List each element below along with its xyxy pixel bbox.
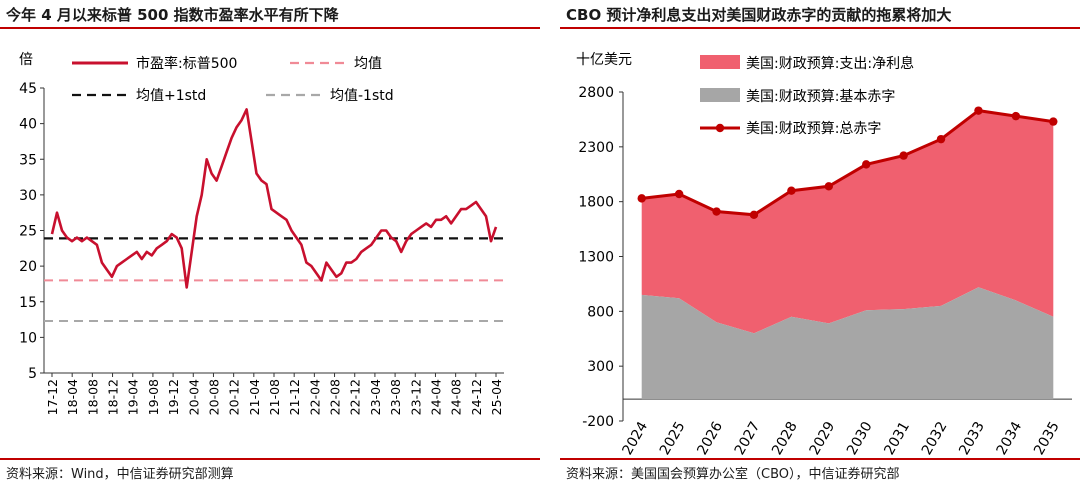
legend-net-interest-label: 美国:财政预算:支出:净利息 <box>746 55 914 72</box>
total-deficit-point <box>749 210 759 220</box>
y-tick-label: 300 <box>587 359 614 375</box>
right-title-rule <box>560 27 1080 29</box>
x-tick-label: 24-08 <box>449 379 464 415</box>
total-deficit-point <box>974 106 983 115</box>
y-axis-label: 十亿美元 <box>576 52 632 68</box>
total-deficit-point <box>899 151 908 160</box>
primary-deficit-area <box>641 287 1054 400</box>
x-tick-label: 24-12 <box>469 379 484 415</box>
right-chart-source: 资料来源：美国国会预算办公室（CBO），中信证券研究部 <box>566 467 900 482</box>
right-chart-panel: CBO 预计净利息支出对美国财政赤字的贡献的拖累将加大 十亿美元 -200 300 8… <box>560 0 1080 488</box>
y-tick-label: 1300 <box>578 250 614 266</box>
y-tick-label: 20 <box>19 259 37 275</box>
x-tick-label: 24-04 <box>428 379 443 415</box>
y-tick-label: 800 <box>587 304 614 320</box>
x-tick-label: 20-12 <box>227 379 242 415</box>
x-tick-label: 2031 <box>881 419 913 458</box>
left-title-rule <box>0 27 540 29</box>
left-source-rule <box>0 458 540 460</box>
right-chart-title: CBO 预计净利息支出对美国财政赤字的贡献的拖累将加大 <box>566 6 952 24</box>
x-tick-label: 23-08 <box>388 379 403 415</box>
x-tick-label: 21-04 <box>247 379 262 415</box>
y-tick-label: 45 <box>19 81 37 97</box>
y-tick-label: 5 <box>28 366 37 382</box>
x-tick-label: 2028 <box>769 419 801 458</box>
total-deficit-point <box>637 194 646 203</box>
y-tick-label: -200 <box>582 414 614 430</box>
total-deficit-point <box>787 186 796 195</box>
x-tick-label: 22-04 <box>307 379 322 415</box>
y-tick-label: 35 <box>19 152 37 168</box>
right-source-rule <box>560 458 1080 460</box>
legend-pe-ratio-label: 市盈率:标普500 <box>136 55 237 72</box>
x-tick-label: 23-04 <box>368 379 383 415</box>
x-tick-label: 19-08 <box>146 379 161 415</box>
x-tick-label: 18-08 <box>85 379 100 415</box>
y-tick-label: 2300 <box>578 140 614 156</box>
y-axis-label: 倍 <box>19 52 33 68</box>
legend-total-deficit-marker <box>715 123 725 133</box>
x-tick-label: 19-12 <box>166 379 181 415</box>
x-tick-label: 2026 <box>694 419 726 458</box>
x-tick-label: 2030 <box>844 419 876 458</box>
left-chart-title: 今年 4 月以来标普 500 指数市盈率水平有所下降 <box>6 6 339 24</box>
net-interest-area <box>641 110 1054 334</box>
legend-mean-minus-1std-label: 均值-1std <box>330 88 394 104</box>
x-tick-label: 19-04 <box>126 379 141 415</box>
total-deficit-point <box>862 160 871 169</box>
y-tick-label: 40 <box>19 117 37 133</box>
x-tick-label: 23-12 <box>408 379 423 415</box>
x-tick-label: 2035 <box>1031 419 1063 458</box>
x-tick-label: 17-12 <box>45 379 60 415</box>
total-deficit-line <box>641 109 1054 217</box>
x-tick-label: 2027 <box>732 419 764 458</box>
legend-mean-label: 均值 <box>354 56 382 72</box>
x-tick-label: 18-12 <box>106 379 121 415</box>
x-tick-label: 25-04 <box>489 379 504 415</box>
x-tick-label: 22-12 <box>348 379 363 415</box>
x-tick-label: 2024 <box>619 419 651 458</box>
x-tick-label: 2025 <box>657 419 689 458</box>
total-deficit-point <box>824 182 833 191</box>
x-tick-label: 20-08 <box>206 379 221 415</box>
x-tick-label: 21-08 <box>267 379 282 415</box>
total-deficit-point <box>712 207 721 216</box>
y-tick-label: 2800 <box>578 85 614 101</box>
y-tick-label: 25 <box>19 224 37 240</box>
x-tick-label: 22-08 <box>328 379 343 415</box>
pe-ratio-chart: 倍 5 10 15 20 25 30 35 40 45 17-12 18-04 18-08 18-12 19… <box>19 52 504 415</box>
pe-ratio-series-line <box>50 108 498 289</box>
legend-total-deficit-label: 美国:财政预算:总赤字 <box>746 121 881 137</box>
x-tick-label: 2033 <box>956 419 988 458</box>
x-tick-label: 2034 <box>994 419 1026 458</box>
x-tick-label: 20-04 <box>186 379 201 415</box>
y-tick-label: 1800 <box>578 195 614 211</box>
legend-primary-deficit-label: 美国:财政预算:基本赤字 <box>746 88 895 105</box>
left-chart-panel: 今年 4 月以来标普 500 指数市盈率水平有所下降 倍 5 10 15 20 25 30 3… <box>0 6 540 482</box>
x-tick-label: 2029 <box>807 419 839 458</box>
total-deficit-point <box>674 189 684 199</box>
x-tick-label: 2032 <box>919 419 951 458</box>
y-tick-label: 15 <box>19 295 37 311</box>
x-tick-label: 21-12 <box>287 379 302 415</box>
legend-primary-deficit-swatch <box>700 88 740 102</box>
total-deficit-point <box>936 134 946 144</box>
legend-net-interest-swatch <box>700 55 740 69</box>
left-chart-source: 资料来源：Wind，中信证券研究部测算 <box>6 467 234 482</box>
y-tick-label: 30 <box>19 188 37 204</box>
total-deficit-point <box>1011 111 1021 121</box>
x-tick-label: 18-04 <box>65 379 80 415</box>
total-deficit-point <box>1049 117 1058 126</box>
y-tick-label: 10 <box>19 330 37 346</box>
legend-mean-plus-1std-label: 均值+1std <box>136 88 206 104</box>
